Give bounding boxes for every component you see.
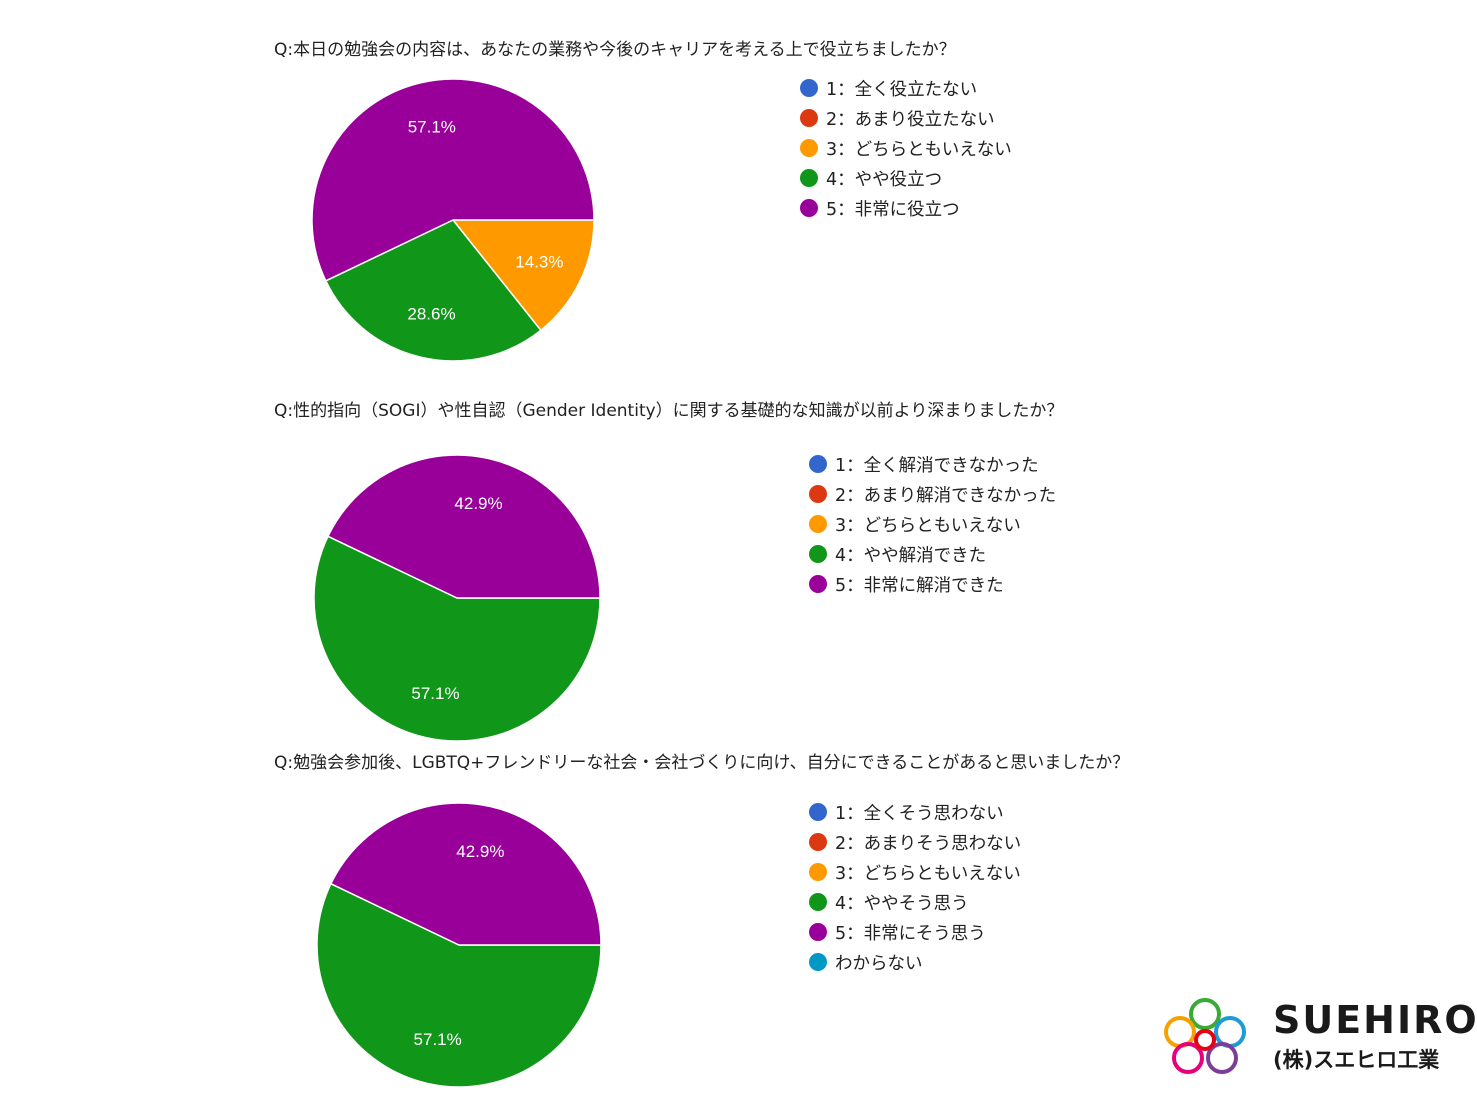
legend-label: 4：やや役立つ — [826, 169, 943, 190]
legend-swatch-icon — [809, 485, 827, 503]
legend-item-3: 3：どちらともいえない — [800, 133, 1012, 163]
pie-slice-5 — [329, 802, 602, 946]
legend-label: 2：あまり解消できなかった — [835, 485, 1057, 506]
legend-item-3: 3：どちらともいえない — [809, 857, 1021, 887]
pie-chart-2: 57.1% 42.9% — [313, 454, 601, 742]
legend-item-1: 1：全く解消できなかった — [809, 449, 1056, 479]
pie-slice-3 — [451, 219, 595, 332]
legend-label: 5：非常に解消できた — [835, 575, 1004, 596]
legend-item-4: 4：ややそう思う — [809, 887, 1021, 917]
legend-label: 1：全く役立たない — [826, 79, 978, 100]
legend-item-5: 5：非常に解消できた — [809, 569, 1056, 599]
legend-label: 5：非常に役立つ — [826, 199, 960, 220]
pie-slice-label-4: 57.1% — [411, 684, 459, 703]
legend-item-1: 1：全く役立たない — [800, 73, 1012, 103]
legend-swatch-icon — [809, 803, 827, 821]
pie-slice-label-5: 42.9% — [454, 494, 502, 513]
legend-swatch-icon — [809, 923, 827, 941]
legend-2: 1：全く解消できなかった 2：あまり解消できなかった 3：どちらともいえない 4：やや… — [809, 449, 1056, 599]
legend-item-3: 3：どちらともいえない — [809, 509, 1056, 539]
legend-swatch-icon — [809, 833, 827, 851]
legend-swatch-icon — [800, 199, 818, 217]
legend-swatch-icon — [809, 863, 827, 881]
pie-slice-4 — [316, 882, 602, 1088]
pie-slice-label-4: 57.1% — [414, 1030, 462, 1049]
logo-company: (株)スエヒロ工業 — [1273, 1048, 1440, 1072]
legend-label: 2：あまり役立たない — [826, 109, 995, 130]
legend-swatch-icon — [800, 169, 818, 187]
flower-logo-icon — [1164, 998, 1246, 1074]
legend-item-1: 1：全くそう思わない — [809, 797, 1021, 827]
pie-slice-5 — [311, 78, 595, 282]
legend-item-2: 2：あまり役立たない — [800, 103, 1012, 133]
legend-swatch-icon — [809, 455, 827, 473]
legend-3: 1：全くそう思わない 2：あまりそう思わない 3：どちらともいえない 4：ややそう思う… — [809, 797, 1021, 977]
legend-label: 4：やや解消できた — [835, 545, 987, 566]
legend-item-5: 5：非常にそう思う — [809, 917, 1021, 947]
legend-swatch-icon — [809, 575, 827, 593]
legend-label: 3：どちらともいえない — [835, 863, 1021, 884]
legend-item-6: わからない — [809, 947, 1021, 977]
legend-label: 1：全くそう思わない — [835, 803, 1004, 824]
pie-slice-4 — [313, 535, 601, 742]
legend-swatch-icon — [800, 79, 818, 97]
legend-item-2: 2：あまり解消できなかった — [809, 479, 1056, 509]
legend-1: 1：全く役立たない 2：あまり役立たない 3：どちらともいえない 4：やや役立つ 5：非… — [800, 73, 1012, 223]
question-1-title: Q:本日の勉強会の内容は、あなたの業務や今後のキャリアを考える上で役立ちましたか… — [274, 40, 956, 60]
legend-label: 3：どちらともいえない — [835, 515, 1021, 536]
legend-label: 1：全く解消できなかった — [835, 455, 1039, 476]
question-3-title: Q:勉強会参加後、LGBTQ+フレンドリーな社会・会社づくりに向け、自分にできる… — [274, 753, 1130, 773]
legend-swatch-icon — [809, 953, 827, 971]
pie-slice-label-5: 42.9% — [456, 842, 504, 861]
pie-chart-1: 14.3% 28.6% 57.1% — [311, 78, 595, 362]
legend-label: 3：どちらともいえない — [826, 139, 1012, 160]
pie-slice-5 — [326, 454, 601, 599]
legend-label: 4：ややそう思う — [835, 893, 969, 914]
legend-swatch-icon — [809, 515, 827, 533]
legend-item-2: 2：あまりそう思わない — [809, 827, 1021, 857]
question-2-title: Q:性的指向（SOGI）や性自認（Gender Identity）に関する基礎的… — [274, 401, 1064, 421]
legend-label: わからない — [835, 953, 923, 974]
suehiro-logo: SUEHIRO (株)スエヒロ工業 — [1158, 992, 1477, 1084]
legend-swatch-icon — [809, 545, 827, 563]
logo-name: SUEHIRO — [1273, 998, 1477, 1042]
legend-swatch-icon — [809, 893, 827, 911]
legend-swatch-icon — [800, 109, 818, 127]
legend-item-4: 4：やや解消できた — [809, 539, 1056, 569]
pie-slice-label-4: 28.6% — [407, 304, 455, 323]
legend-item-5: 5：非常に役立つ — [800, 193, 1012, 223]
legend-item-4: 4：やや役立つ — [800, 163, 1012, 193]
pie-slice-label-5: 57.1% — [408, 117, 456, 136]
legend-swatch-icon — [800, 139, 818, 157]
legend-label: 2：あまりそう思わない — [835, 833, 1022, 854]
pie-slice-label-3: 14.3% — [515, 253, 563, 272]
pie-chart-3: 57.1% 42.9% — [316, 802, 602, 1088]
legend-label: 5：非常にそう思う — [835, 923, 986, 944]
